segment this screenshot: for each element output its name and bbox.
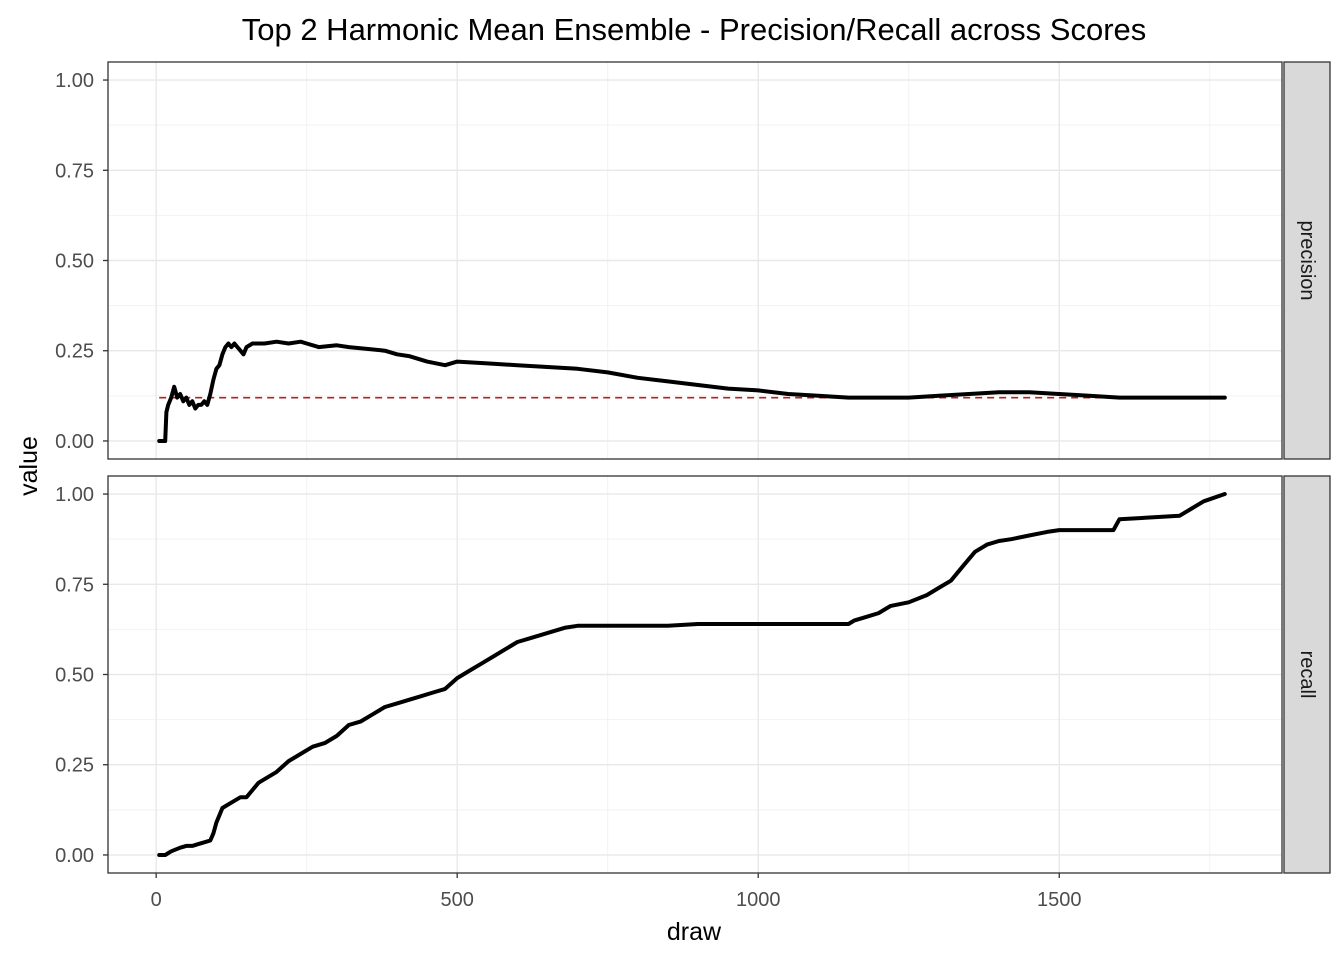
x-tick-label: 500 [441,889,474,911]
series-line-precision [157,339,1227,443]
y-tick-label: 1.00 [55,484,94,506]
facet-strip [1283,61,1331,460]
facet-strip-label: recall [1296,651,1318,699]
y-tick-label: 0.25 [55,341,94,363]
series-line-recall [157,492,1227,857]
facet-panels: 0.00 0.25 0.50 0.75 1.00 precision 0.00 0.25 0.5… [55,61,1331,911]
y-tick-label: 0.75 [55,574,94,596]
y-tick-label: 0.50 [55,665,94,687]
y-axis-title: value [15,436,43,496]
facet-strip [1283,475,1331,874]
x-tick-label: 1000 [736,889,781,911]
y-tick-label: 0.25 [55,755,94,777]
x-tick-label: 0 [151,889,162,911]
y-tick-label: 0.00 [55,431,94,453]
facet-strip-label: precision [1296,220,1318,300]
y-tick-label: 0.00 [55,845,94,867]
y-tick-label: 0.75 [55,160,94,182]
x-tick-label: 1500 [1037,889,1082,911]
panel-precision: 0.00 0.25 0.50 0.75 1.00 precision [55,61,1331,460]
chart-title: Top 2 Harmonic Mean Ensemble - Precision… [242,12,1147,47]
y-tick-label: 0.50 [55,251,94,273]
x-axis-title: draw [667,918,722,946]
y-tick-label: 1.00 [55,70,94,92]
panel-recall: 0.00 0.25 0.50 0.75 1.00 recall 0 500 1000 1500 [55,475,1331,911]
